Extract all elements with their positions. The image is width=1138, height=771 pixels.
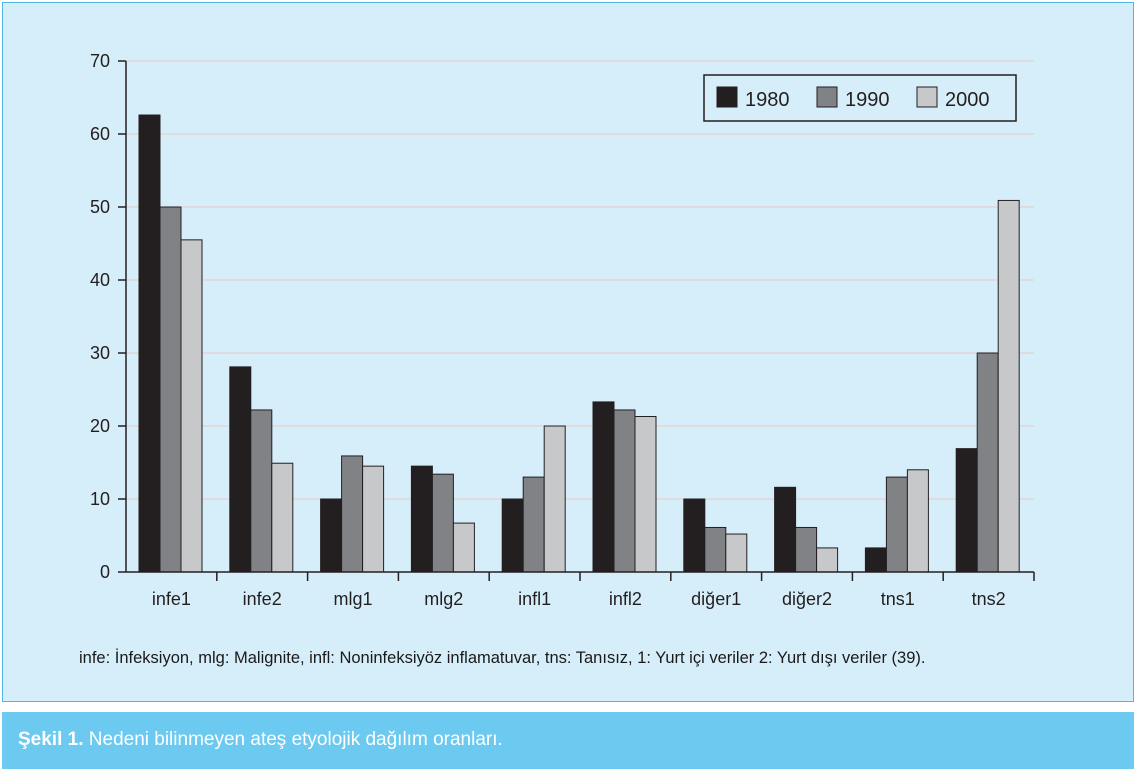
y-tick-label: 20 <box>90 416 110 436</box>
bar-1990-infl1 <box>522 476 545 573</box>
bar-1980-tns1 <box>864 547 887 573</box>
bar-2000-tns1 <box>906 469 929 573</box>
x-tick-label: diğer2 <box>782 589 832 609</box>
y-tick-label: 40 <box>90 270 110 290</box>
legend: 1980 1990 2000 <box>703 74 1017 122</box>
bar-1990-infe2 <box>250 409 273 573</box>
bar-1980-infl1 <box>501 498 524 573</box>
bar-1990-diğer1 <box>704 526 727 573</box>
legend-label-1980: 1980 <box>745 89 790 111</box>
y-tick-label: 30 <box>90 343 110 363</box>
legend-swatch-1990 <box>816 86 838 108</box>
x-tick-label: infl2 <box>609 589 642 609</box>
x-tick-label: infl1 <box>518 589 551 609</box>
legend-swatch-2000 <box>916 86 938 108</box>
footnote: infe: İnfeksiyon, mlg: Malignite, infl: … <box>79 649 926 667</box>
x-tick-label: mlg1 <box>333 589 372 609</box>
x-tick-label: mlg2 <box>424 589 463 609</box>
legend-label-2000: 2000 <box>945 89 990 111</box>
bar-chart: 0 10 20 30 40 50 60 70 infe1 infe2 mlg1 mlg2 infl1 in… <box>90 51 1035 609</box>
bar-2000-mlg2 <box>452 522 475 573</box>
bar-2000-infe1 <box>180 239 203 573</box>
bar-1990-infe1 <box>159 206 182 573</box>
bar-2000-mlg1 <box>362 465 385 573</box>
legend-label-1990: 1990 <box>845 89 890 111</box>
x-tick-label: tns2 <box>972 589 1006 609</box>
bar-1990-mlg1 <box>341 455 364 573</box>
y-tick-label: 10 <box>90 489 110 509</box>
bar-2000-diğer1 <box>725 533 748 573</box>
bar-1980-mlg2 <box>410 465 433 573</box>
x-tick-label: infe2 <box>243 589 282 609</box>
y-tick-label: 60 <box>90 124 110 144</box>
bar-2000-tns2 <box>997 199 1020 573</box>
bar-1980-infe1 <box>138 114 161 573</box>
bar-1980-diğer2 <box>774 486 797 573</box>
bar-1990-diğer2 <box>795 526 818 573</box>
y-tick-label: 70 <box>90 51 110 71</box>
bars <box>138 114 1020 573</box>
caption-text: Nedeni bilinmeyen ateş etyolojik dağılım… <box>83 729 503 750</box>
x-tick-label: tns1 <box>881 589 915 609</box>
bar-2000-infl1 <box>543 425 566 573</box>
bar-1990-tns2 <box>976 352 999 573</box>
axes: 0 10 20 30 40 50 60 70 infe1 infe2 mlg1 mlg2 infl1 in… <box>90 51 1035 609</box>
caption-bar: Şekil 1. Nedeni bilinmeyen ateş etyoloji… <box>2 712 1134 769</box>
bar-2000-diğer2 <box>816 547 839 573</box>
bar-2000-infe2 <box>271 462 294 573</box>
bar-1980-infl2 <box>592 401 615 573</box>
x-tick-label: diğer1 <box>691 589 741 609</box>
bar-1980-mlg1 <box>320 498 343 573</box>
y-tick-label: 0 <box>100 562 110 582</box>
y-tick-label: 50 <box>90 197 110 217</box>
caption-label: Şekil 1. <box>18 729 84 750</box>
x-tick-label: infe1 <box>152 589 191 609</box>
bar-1990-infl2 <box>613 409 636 573</box>
bar-1980-diğer1 <box>683 498 706 573</box>
bar-1980-infe2 <box>229 366 252 573</box>
legend-box <box>703 74 1017 122</box>
figure-caption: Şekil 1. Nedeni bilinmeyen ateş etyoloji… <box>18 729 503 751</box>
legend-swatch-1980 <box>716 86 738 108</box>
bar-1990-mlg2 <box>431 473 454 573</box>
bar-1990-tns1 <box>885 476 908 573</box>
bar-2000-infl2 <box>634 416 657 573</box>
bar-1980-tns2 <box>955 448 978 573</box>
